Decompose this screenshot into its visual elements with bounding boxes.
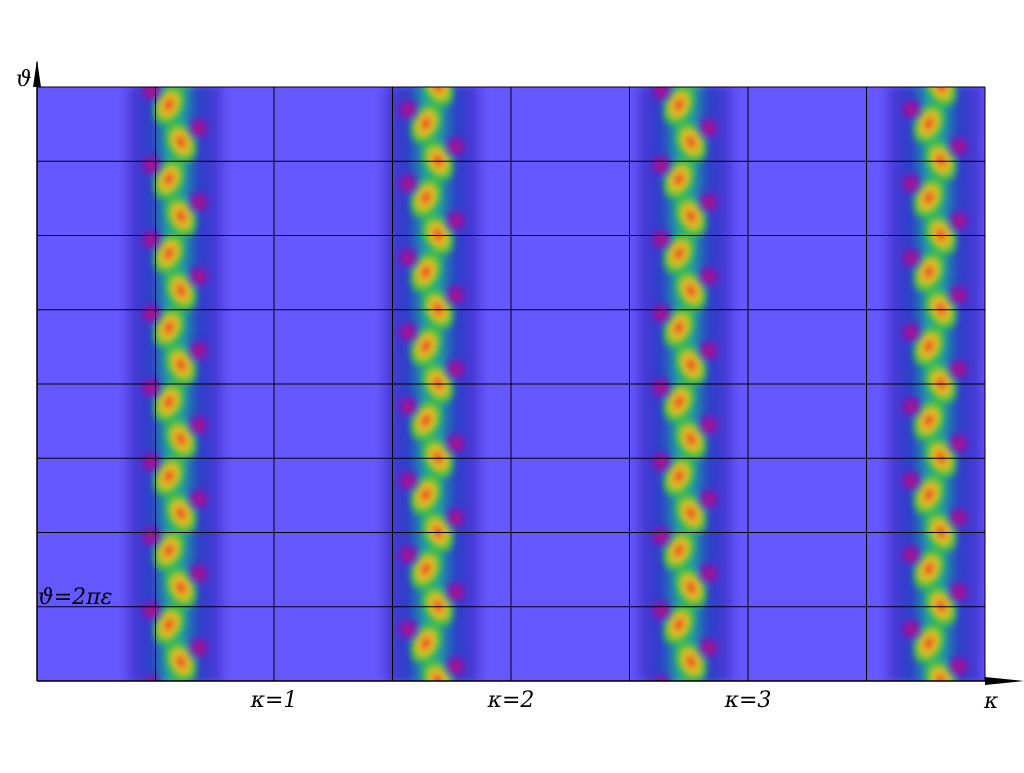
hot-spot	[923, 87, 959, 110]
cold-spot	[647, 87, 675, 105]
cold-spot	[695, 411, 723, 440]
cold-spot	[897, 392, 925, 421]
x-tick-label: κ=3	[724, 688, 772, 713]
cold-spot	[647, 299, 675, 328]
cold-spot	[442, 132, 470, 161]
cold-spot	[394, 95, 422, 124]
cold-spot	[442, 578, 470, 607]
x-tick-label: κ=1	[250, 688, 298, 713]
cold-spot	[647, 522, 675, 551]
cold-spot	[442, 429, 470, 458]
cold-spot	[695, 188, 723, 217]
cold-spot	[945, 281, 973, 310]
band-pattern	[137, 40, 213, 681]
cold-spot	[185, 114, 213, 143]
cold-spot	[394, 466, 422, 495]
cold-spot	[442, 652, 470, 681]
cold-spot	[185, 188, 213, 217]
cold-spot	[137, 374, 165, 402]
y-axis-label: ϑ	[16, 67, 32, 92]
hot-spot	[420, 87, 456, 110]
cold-spot	[394, 318, 422, 347]
cold-spot	[185, 485, 213, 514]
cold-spot	[185, 40, 213, 68]
cold-spot	[647, 151, 675, 180]
band-pattern	[647, 40, 723, 681]
cold-spot	[945, 206, 973, 235]
cold-spot	[695, 114, 723, 143]
cold-spot	[185, 262, 213, 291]
cold-spot	[945, 578, 973, 607]
cold-spot	[137, 87, 165, 105]
cold-spot	[695, 485, 723, 514]
cold-spot	[695, 262, 723, 291]
cold-spot	[442, 58, 470, 86]
cold-spot	[897, 541, 925, 570]
cold-spot	[945, 132, 973, 161]
cold-spot	[945, 355, 973, 384]
cold-spot	[137, 225, 165, 254]
cold-spot	[442, 281, 470, 310]
cold-spot	[137, 299, 165, 328]
cold-spot	[695, 633, 723, 662]
band-pattern	[897, 58, 973, 746]
cold-spot	[137, 596, 165, 625]
cold-spot	[394, 392, 422, 421]
cold-spot	[442, 206, 470, 235]
cold-spot	[185, 411, 213, 440]
cold-spot	[647, 596, 675, 625]
annotation: ϑ=2πε	[38, 585, 112, 610]
cold-spot	[897, 615, 925, 644]
cold-spot	[394, 169, 422, 198]
x-tick-label: κ=2	[487, 688, 535, 713]
cold-spot	[137, 448, 165, 477]
cold-spot	[695, 559, 723, 588]
cold-spot	[897, 95, 925, 124]
y-arrow	[33, 60, 41, 87]
cold-spot	[945, 429, 973, 458]
cold-spot	[945, 652, 973, 681]
cold-spot	[897, 690, 925, 718]
cold-spot	[137, 151, 165, 180]
hot-spot	[401, 689, 450, 746]
cold-spot	[394, 541, 422, 570]
band-pattern	[394, 58, 470, 746]
cold-spot	[394, 690, 422, 718]
cold-spot	[945, 503, 973, 532]
cold-spot	[442, 355, 470, 384]
cold-spot	[897, 169, 925, 198]
cold-spot	[442, 503, 470, 532]
cold-spot	[185, 336, 213, 365]
cold-spot	[897, 318, 925, 347]
cold-spot	[647, 448, 675, 477]
cold-spot	[897, 466, 925, 495]
cold-spot	[647, 671, 675, 681]
cold-spot	[137, 522, 165, 551]
cold-spot	[137, 671, 165, 681]
cold-spot	[185, 559, 213, 588]
cold-spot	[647, 374, 675, 402]
cold-spot	[897, 244, 925, 273]
x-axis-label: κ	[983, 689, 999, 714]
cold-spot	[394, 615, 422, 644]
cold-spot	[945, 58, 973, 86]
cold-spot	[695, 336, 723, 365]
cold-spot	[185, 633, 213, 662]
hot-spot	[904, 689, 953, 746]
cold-spot	[647, 225, 675, 254]
cold-spot	[695, 40, 723, 68]
cold-spot	[394, 244, 422, 273]
x-arrow	[985, 677, 1024, 685]
